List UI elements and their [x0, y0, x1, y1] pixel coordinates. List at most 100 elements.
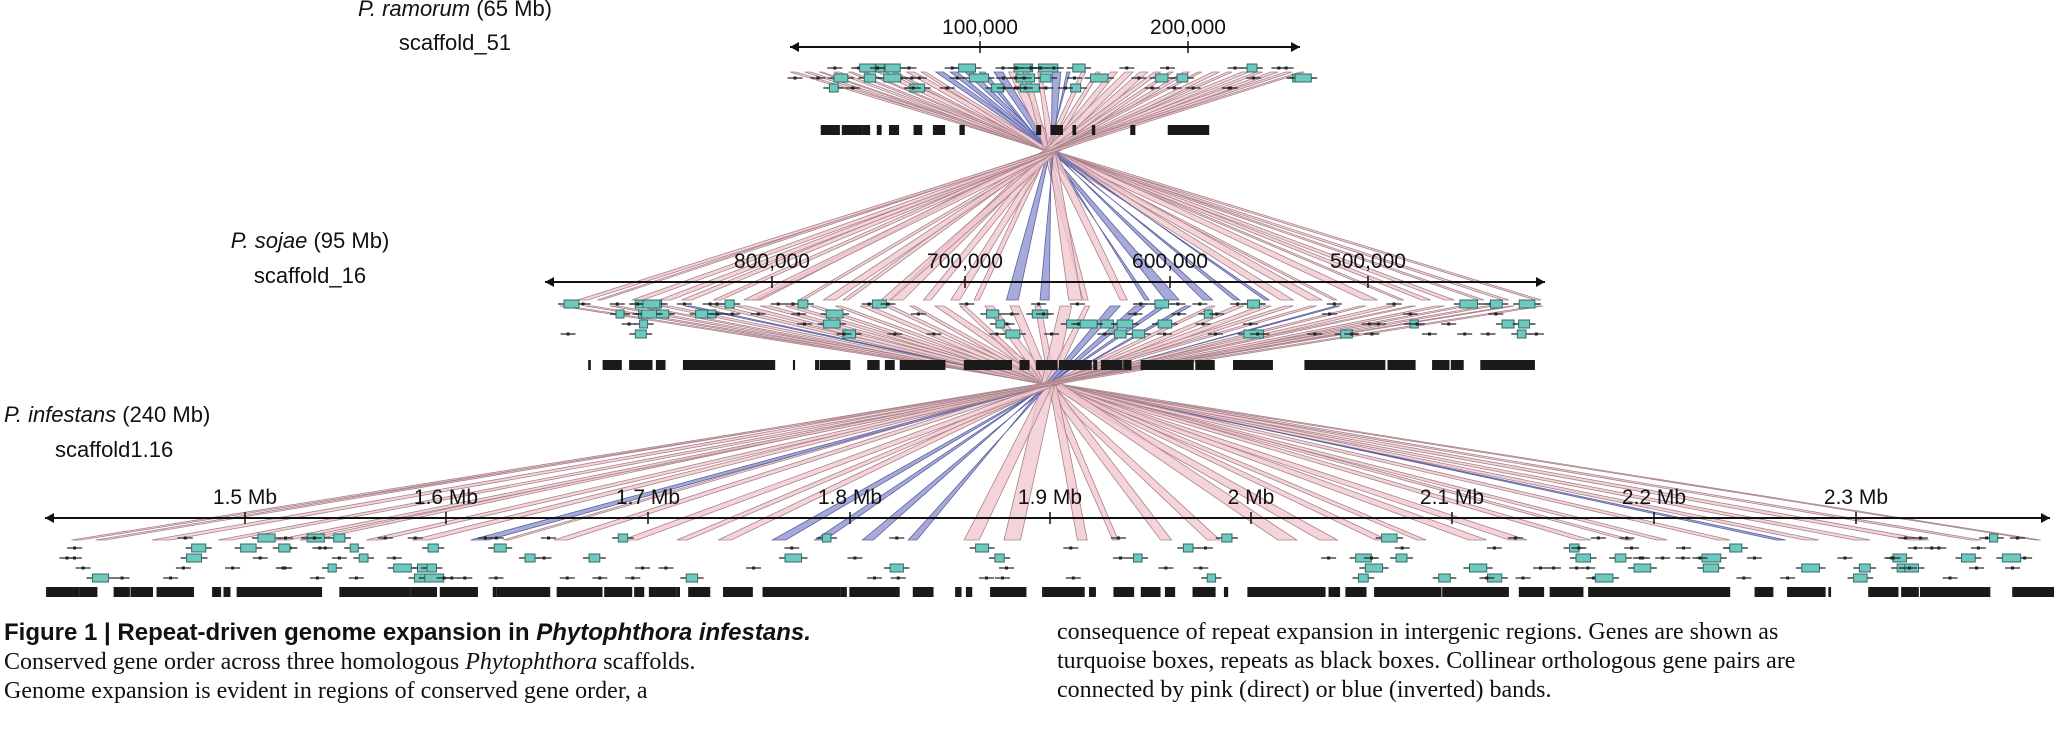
- gene-box: [1155, 73, 1169, 83]
- gene-box: [793, 76, 797, 80]
- gene-box: [1948, 576, 1952, 580]
- repeat-box: [736, 587, 753, 597]
- synteny-bands: [71, 71, 2041, 541]
- gene-box: [1172, 86, 1176, 90]
- repeat-box: [1387, 587, 1391, 597]
- repeat-box: [1164, 587, 1176, 597]
- gene-box: [790, 546, 794, 550]
- gene-box: [896, 576, 900, 580]
- gene-box: [1376, 322, 1380, 326]
- axis-arrow-left: [545, 277, 554, 287]
- gene-box: [191, 543, 207, 553]
- gene-box: [1486, 332, 1490, 336]
- repeat-box: [1381, 587, 1390, 597]
- gene-box: [975, 543, 990, 553]
- gene-box: [392, 556, 396, 560]
- gene-box: [598, 576, 602, 580]
- repeat-box: [260, 587, 284, 597]
- gene-box: [1113, 329, 1127, 339]
- direct-band: [822, 71, 1175, 301]
- repeat-box: [1088, 587, 1096, 597]
- gene-box: [120, 576, 124, 580]
- gene-box: [994, 553, 1005, 563]
- gene-box: [916, 312, 920, 316]
- repeat-box: [85, 587, 98, 597]
- gene-box: [1752, 556, 1756, 560]
- tick-infestans-1.8: 1.8 Mb: [817, 486, 883, 509]
- gene-box: [730, 312, 734, 316]
- repeat-box: [1141, 360, 1148, 370]
- gene-box: [797, 312, 801, 316]
- gene-box: [349, 543, 359, 553]
- repeat-box: [655, 360, 666, 370]
- repeat-box: [1128, 360, 1132, 370]
- repeat-box: [79, 587, 89, 597]
- repeat-box: [1499, 587, 1509, 597]
- gene-box: [1614, 553, 1627, 563]
- repeat-box: [236, 587, 262, 597]
- gene-box: [1516, 329, 1527, 339]
- gene-box: [240, 543, 257, 553]
- gene-box: [822, 533, 832, 543]
- gene-box: [958, 63, 976, 73]
- gene-box: [1176, 73, 1189, 83]
- gene-box: [1489, 299, 1503, 309]
- gene-box: [315, 576, 319, 580]
- gene-box: [823, 319, 841, 329]
- gene-box: [1408, 312, 1412, 316]
- repeat-box: [1167, 125, 1181, 135]
- gene-box: [893, 332, 897, 336]
- repeat-box: [775, 587, 791, 597]
- repeat-box: [1152, 360, 1175, 370]
- ramorum-size: (65 Mb): [476, 0, 552, 21]
- inverted-band: [949, 71, 1241, 301]
- gene-box: [615, 309, 625, 319]
- gene-box: [81, 566, 85, 570]
- repeat-box: [308, 587, 316, 597]
- caption-right-column: consequence of repeat expansion in inter…: [1057, 618, 2055, 705]
- repeat-box: [785, 587, 806, 597]
- gene-box: [318, 546, 322, 550]
- repeat-box: [1201, 360, 1215, 370]
- gene-box: [393, 563, 412, 573]
- repeat-box: [1250, 587, 1258, 597]
- gene-box: [1575, 553, 1592, 563]
- repeat-box: [1884, 587, 1887, 597]
- gene-box: [886, 302, 890, 306]
- axis-arrow-right: [2041, 513, 2050, 523]
- repeat-box: [177, 587, 194, 597]
- gene-box: [426, 563, 437, 573]
- axis-arrow-right: [1291, 42, 1300, 52]
- gene-box: [950, 66, 954, 70]
- repeat-box: [723, 587, 738, 597]
- gene-box: [1853, 573, 1868, 583]
- gene-box: [664, 566, 668, 570]
- repeat-box: [804, 587, 827, 597]
- repeat-box: [1666, 587, 1689, 597]
- gene-box: [2001, 553, 2022, 563]
- repeat-box: [741, 360, 757, 370]
- gene-box: [1010, 312, 1014, 316]
- repeat-box: [1299, 587, 1326, 597]
- gene-box: [1682, 546, 1686, 550]
- tick-infestans-1.7: 1.7 Mb: [615, 486, 681, 509]
- repeat-box: [1721, 587, 1725, 597]
- repeat-box: [1311, 360, 1316, 370]
- gene-box: [1357, 573, 1369, 583]
- repeat-box: [687, 360, 703, 370]
- gene-box: [875, 66, 879, 70]
- repeat-box: [1046, 587, 1062, 597]
- gene-box: [1277, 66, 1281, 70]
- repeat-box: [513, 587, 524, 597]
- repeat-box: [917, 360, 934, 370]
- gene-box: [566, 332, 570, 336]
- repeat-box: [1346, 587, 1351, 597]
- inverted-band: [770, 305, 1193, 541]
- gene-box: [708, 302, 712, 306]
- gene-box: [337, 556, 341, 560]
- gene-box: [1891, 556, 1895, 560]
- repeat-box: [1518, 587, 1545, 597]
- gene-box: [524, 553, 536, 563]
- gene-box: [1521, 576, 1525, 580]
- gene-box: [258, 556, 262, 560]
